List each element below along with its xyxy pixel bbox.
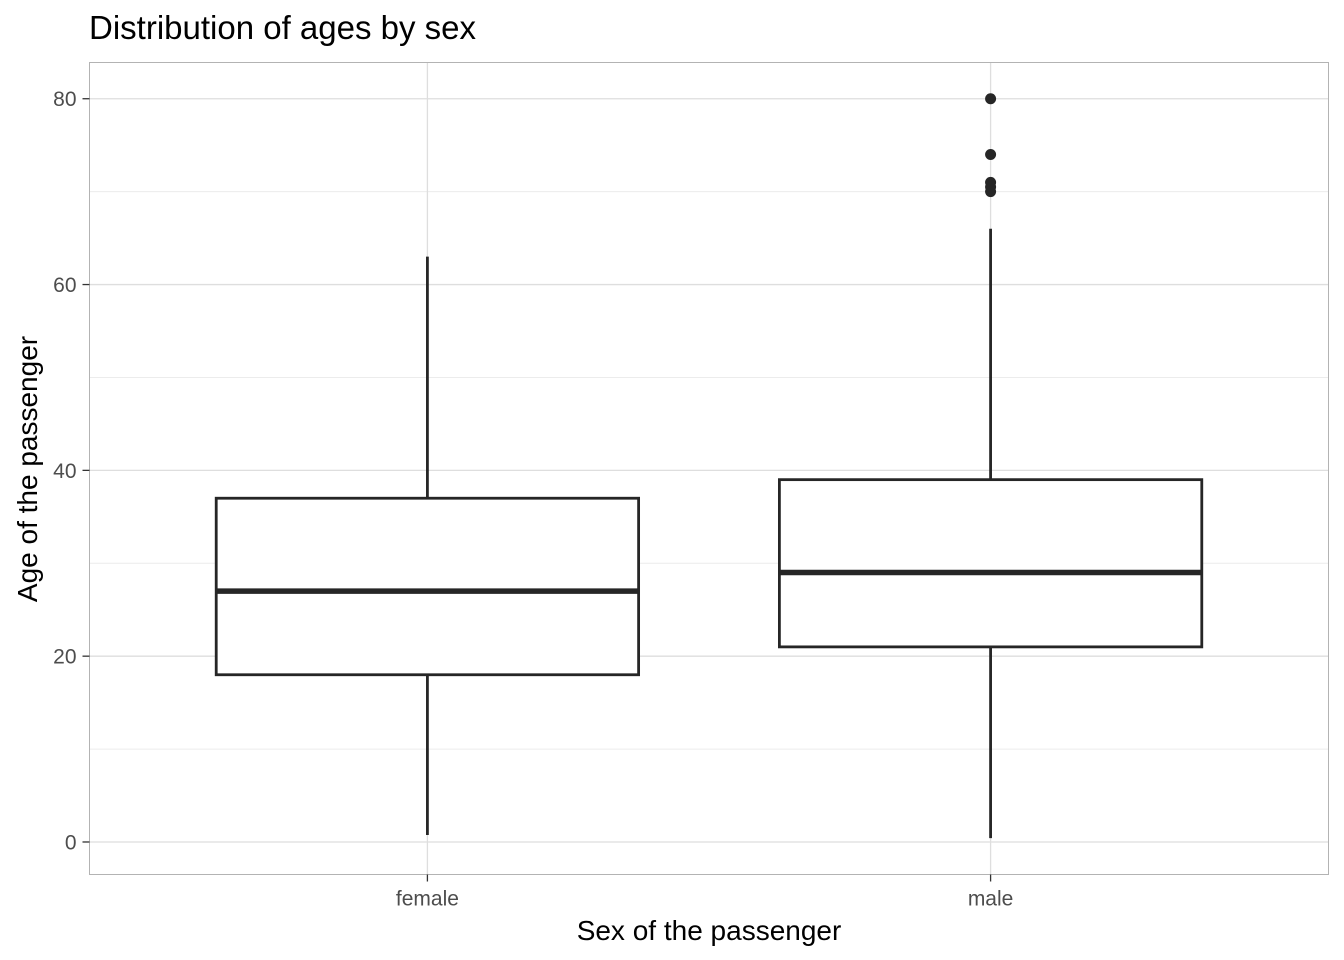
panel-border bbox=[89, 62, 1329, 875]
y-axis-ticks: 0 20 40 60 80 bbox=[53, 88, 90, 854]
x-axis-ticks: female male bbox=[396, 874, 1014, 911]
grid-lines bbox=[89, 62, 1329, 875]
y-axis-title: Age of the passenger bbox=[12, 336, 43, 602]
y-tick-label: 20 bbox=[53, 646, 76, 669]
outlier-point-male bbox=[985, 93, 997, 105]
chart-title: Distribution of ages by sex bbox=[89, 9, 477, 46]
y-tick-label: 60 bbox=[53, 274, 76, 297]
outlier-point-male bbox=[985, 176, 997, 188]
x-tick-label: female bbox=[396, 888, 459, 911]
outlier-point-male bbox=[985, 148, 997, 160]
box-male bbox=[777, 478, 1204, 649]
box-female bbox=[214, 496, 641, 677]
y-tick-label: 80 bbox=[53, 88, 76, 111]
y-tick-label: 40 bbox=[53, 460, 76, 483]
y-tick-label: 0 bbox=[65, 831, 77, 854]
box-layer bbox=[214, 228, 1204, 839]
x-tick-label: male bbox=[968, 888, 1014, 911]
x-axis-title: Sex of the passenger bbox=[577, 915, 842, 946]
outlier-layer bbox=[985, 93, 997, 198]
